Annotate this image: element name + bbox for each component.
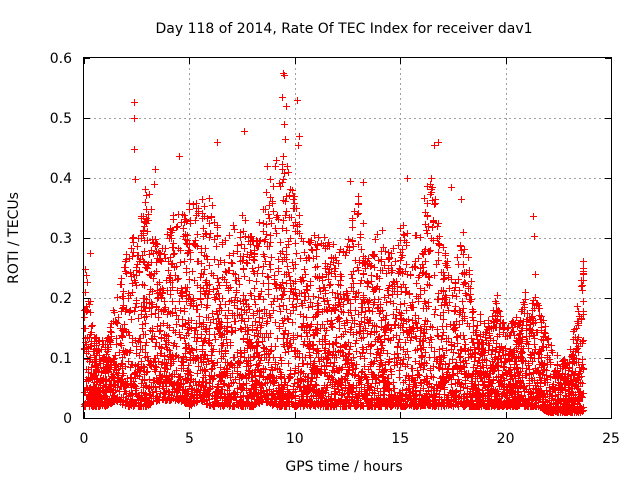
chart-title: Day 118 of 2014, Rate Of TEC Index for r… (155, 21, 532, 37)
plot-frame (83, 57, 612, 419)
axis-ticks: 0 5 10 15 20 25 0 0.1 0.2 0.3 0.4 0.5 0.6 (50, 51, 620, 447)
y-tick-label: 0.6 (50, 51, 72, 67)
x-tick-label: 10 (286, 431, 304, 447)
y-tick-label: 0 (63, 411, 72, 427)
data-points (81, 70, 587, 416)
x-tick-label: 0 (80, 431, 89, 447)
y-axis-label: ROTI / TECUs (6, 192, 22, 284)
x-tick-label: 25 (602, 431, 620, 447)
y-tick-label: 0.5 (50, 111, 72, 127)
y-tick-label: 0.4 (50, 171, 72, 187)
x-tick-label: 5 (185, 431, 194, 447)
y-tick-label: 0.2 (50, 291, 72, 307)
y-tick-label: 0.1 (50, 351, 72, 367)
roti-series-points (81, 70, 587, 416)
x-tick-label: 20 (497, 431, 515, 447)
x-axis-label: GPS time / hours (285, 459, 402, 475)
y-tick-label: 0.3 (50, 231, 72, 247)
x-tick-label: 15 (391, 431, 409, 447)
